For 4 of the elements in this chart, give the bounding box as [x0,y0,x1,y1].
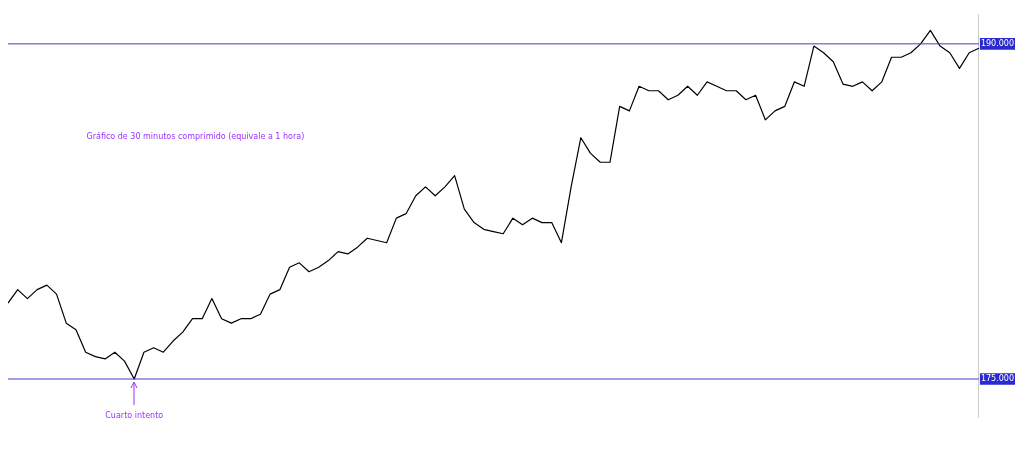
y-tick-label: 190.000 [980,38,1015,48]
annotation: Cuarto intento [105,411,164,421]
y-tick-label: 175.000 [980,374,1015,384]
annotation: Gráfico de 30 minutos comprimido (equivale a 1 hora) [86,132,305,142]
